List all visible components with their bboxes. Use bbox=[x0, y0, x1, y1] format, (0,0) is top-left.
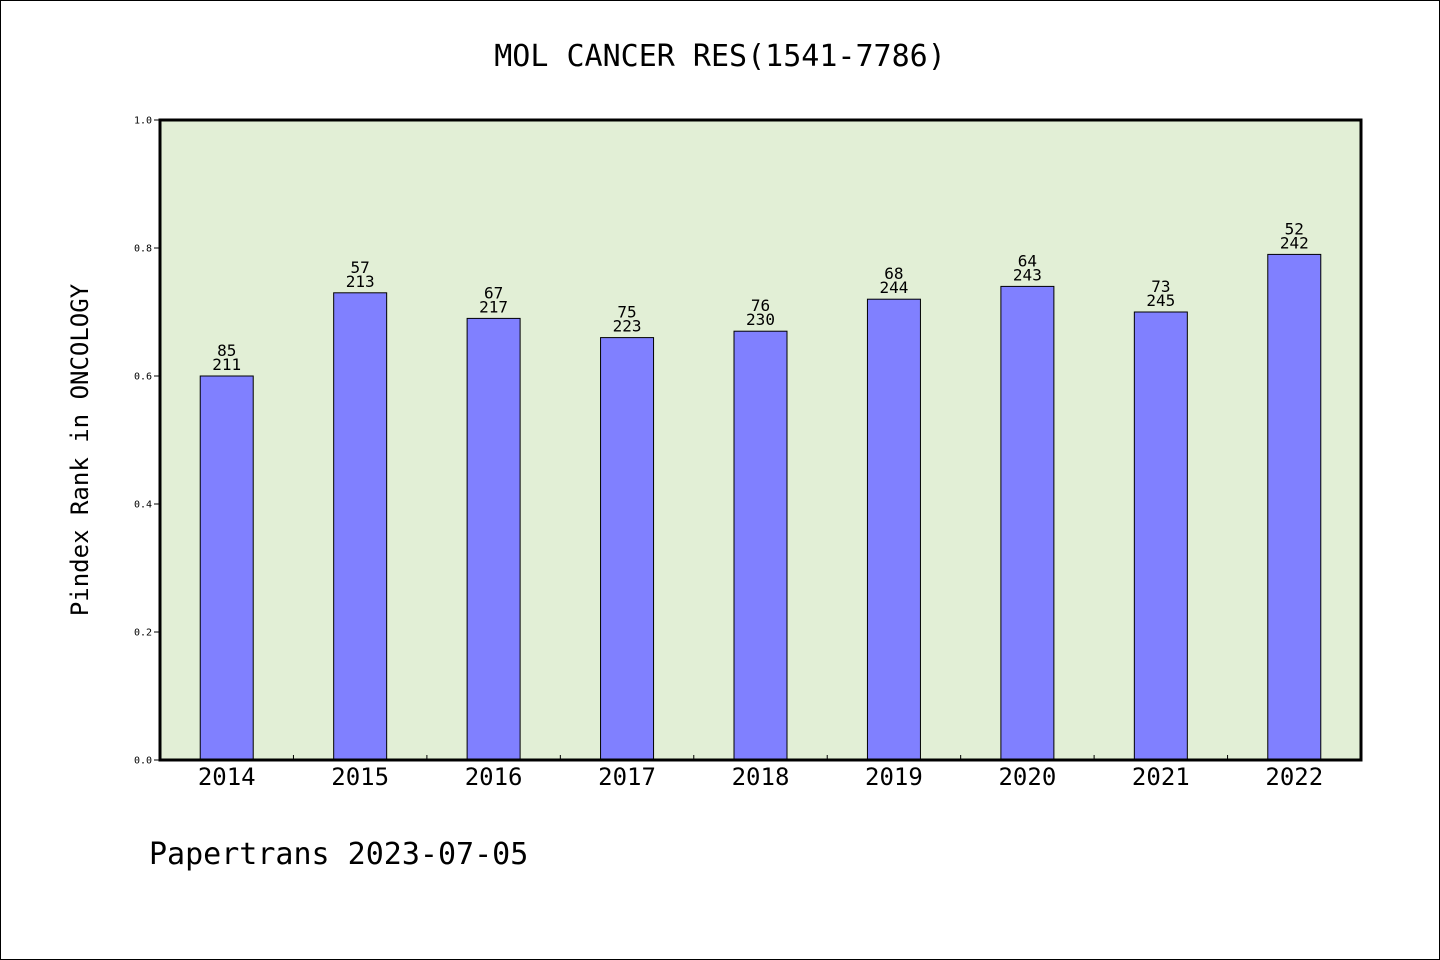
data-label-top: 76 bbox=[751, 296, 770, 315]
data-label-top: 52 bbox=[1285, 219, 1304, 238]
y-tick-label: 1.0 bbox=[134, 116, 152, 127]
bar-2015 bbox=[333, 292, 388, 761]
footer-text: Papertrans 2023-07-05 bbox=[149, 837, 528, 872]
bars-layer bbox=[199, 253, 1322, 761]
data-label-bottom: 230 bbox=[746, 310, 775, 329]
x-tick-label: 2017 bbox=[598, 763, 656, 791]
data-label-top: 85 bbox=[217, 341, 236, 360]
x-tick-label: 2022 bbox=[1265, 763, 1323, 791]
y-axis: 0.0 0.2 0.4 0.6 0.8 1.0 bbox=[134, 116, 160, 767]
bar-2017 bbox=[600, 337, 655, 761]
x-axis: 2014 2015 2016 2017 2018 2019 2020 2021 2022 bbox=[198, 755, 1323, 791]
data-label-top: 68 bbox=[884, 264, 903, 283]
plot-border bbox=[158, 118, 1363, 762]
bar-2020 bbox=[1000, 285, 1055, 761]
data-label-top: 67 bbox=[484, 283, 503, 302]
bar-2022 bbox=[1267, 253, 1322, 761]
y-tick-label: 0.0 bbox=[134, 756, 152, 767]
data-label-top: 64 bbox=[1018, 251, 1037, 270]
data-label-bottom: 211 bbox=[212, 355, 241, 374]
x-tick-label: 2018 bbox=[732, 763, 790, 791]
x-tick-label: 2015 bbox=[331, 763, 389, 791]
data-label-bottom: 213 bbox=[346, 272, 375, 291]
data-label-bottom: 217 bbox=[479, 297, 508, 316]
y-axis-label: Pindex Rank in ONCOLOGY bbox=[66, 283, 94, 616]
x-tick-label: 2021 bbox=[1132, 763, 1190, 791]
y-tick-label: 0.4 bbox=[134, 500, 152, 511]
x-tick-label: 2016 bbox=[465, 763, 523, 791]
y-tick-label: 0.8 bbox=[134, 244, 152, 255]
data-label-bottom: 242 bbox=[1280, 233, 1309, 252]
bar-2018 bbox=[733, 330, 788, 761]
data-label-top: 57 bbox=[351, 258, 370, 277]
bar-2016 bbox=[466, 317, 521, 761]
data-label-bottom: 245 bbox=[1146, 291, 1175, 310]
y-tick-label: 0.6 bbox=[134, 372, 152, 383]
data-label-bottom: 244 bbox=[879, 278, 908, 297]
data-label-top: 73 bbox=[1151, 277, 1170, 296]
data-label-top: 75 bbox=[617, 303, 636, 322]
x-tick-label: 2020 bbox=[998, 763, 1056, 791]
bar-2014 bbox=[199, 375, 254, 761]
chart-title: MOL CANCER RES(1541-7786) bbox=[494, 39, 946, 74]
x-tick-label: 2014 bbox=[198, 763, 256, 791]
y-tick-label: 0.2 bbox=[134, 628, 152, 639]
data-label-bottom: 223 bbox=[613, 317, 642, 336]
bar-2019 bbox=[866, 298, 921, 761]
data-label-bottom: 243 bbox=[1013, 265, 1042, 284]
bar-2021 bbox=[1133, 311, 1188, 761]
x-tick-label: 2019 bbox=[865, 763, 923, 791]
